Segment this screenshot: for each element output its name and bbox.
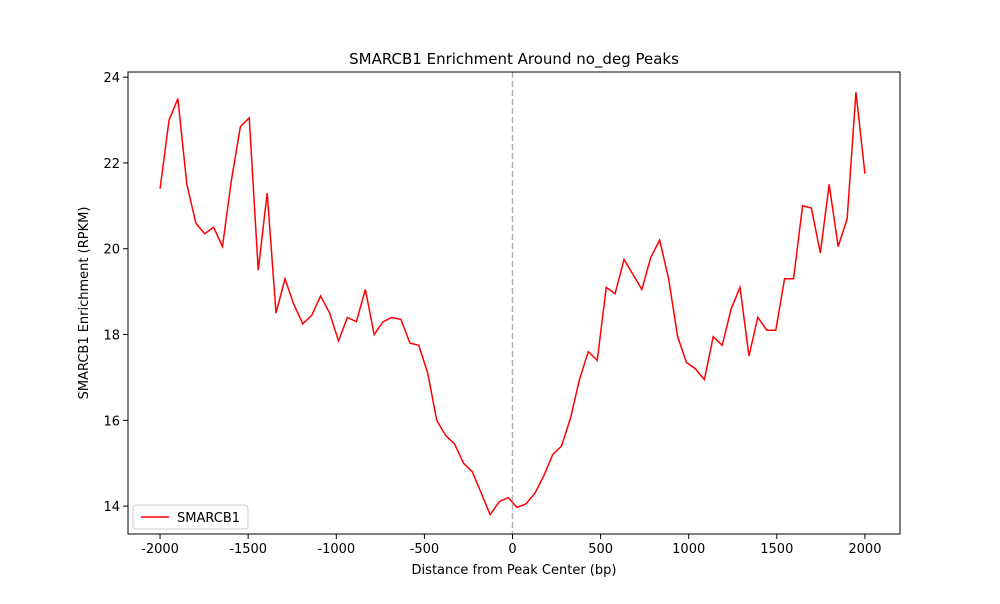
x-tick-label: -1000 — [317, 542, 355, 557]
legend-box — [132, 504, 249, 530]
x-tick-label: 1000 — [672, 542, 705, 557]
x-tick-label: -2000 — [141, 542, 179, 557]
y-axis-label: SMARCB1 Enrichment (RPKM) — [77, 207, 92, 400]
x-tick-label: 2000 — [848, 542, 881, 557]
y-tick-label: 14 — [103, 500, 120, 515]
plot-frame — [127, 71, 901, 535]
data-line — [159, 92, 866, 517]
x-tick-label: 1500 — [760, 542, 793, 557]
x-tick-label: 500 — [588, 542, 613, 557]
x-axis-label: Distance from Peak Center (bp) — [412, 563, 617, 578]
y-tick-label: 22 — [103, 157, 120, 172]
y-tick-label: 24 — [103, 71, 120, 86]
x-tick-label: -1500 — [229, 542, 267, 557]
legend-label: SMARCB1 — [177, 511, 240, 526]
chart-title: SMARCB1 Enrichment Around no_deg Peaks — [349, 50, 679, 69]
x-tick-label: 0 — [508, 542, 516, 557]
y-tick-label: 20 — [103, 243, 120, 258]
x-tick-label: -500 — [410, 542, 440, 557]
y-tick-label: 18 — [103, 329, 120, 344]
y-tick-label: 16 — [103, 414, 120, 429]
